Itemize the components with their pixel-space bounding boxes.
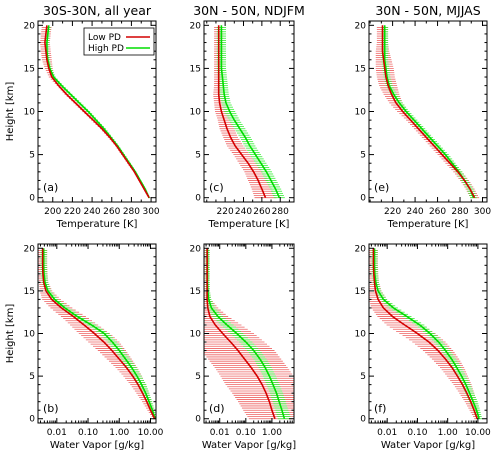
y-tick-label: 5	[195, 151, 201, 161]
panel-letter: (d)	[209, 402, 225, 415]
y-tick-label: 20	[355, 21, 367, 31]
x-tick-label: 240	[235, 207, 252, 217]
x-tick-label: 260	[253, 207, 270, 217]
y-tick-label: 10	[355, 330, 367, 340]
x-tick-label: 240	[83, 207, 100, 217]
y-tick-label: 15	[355, 287, 366, 297]
x-tick-label: 1.00	[262, 428, 282, 438]
y-tick-label: 15	[190, 287, 201, 297]
x-tick-label: 280	[272, 207, 289, 217]
panel-letter: (e)	[374, 181, 389, 194]
y-tick-label: 5	[360, 372, 366, 382]
y-tick-label: 15	[24, 64, 35, 74]
series-line-low-pd	[217, 25, 267, 199]
y-tick-label: 10	[190, 108, 202, 118]
y-tick-label: 20	[24, 21, 36, 31]
y-tick-label: 5	[360, 151, 366, 161]
chart-panel-0: 0 5 10 15 20 200 220 240 260 280 300 Temperature [K…	[5, 3, 160, 230]
x-tick-label: 220	[64, 207, 81, 217]
y-tick-label: 10	[24, 330, 36, 340]
x-tick-label: 280	[123, 207, 140, 217]
chart-panel-4: 0 5 10 15 20 0.01 0.10 1.00 Water Vapor [g/kg] (d…	[190, 243, 296, 451]
chart-panel-1: 0 5 10 15 20 220 240 260 280 Temperature [K] 30N -…	[190, 3, 305, 230]
x-tick-label: 0.01	[47, 428, 67, 438]
x-axis-label: Water Vapor [g/kg]	[50, 440, 144, 451]
series-line-high-pd	[383, 25, 475, 198]
panel-letter: (f)	[374, 402, 386, 415]
series-line-high-pd	[373, 248, 480, 419]
x-tick-label: 0.10	[236, 428, 256, 438]
y-tick-label: 10	[24, 108, 36, 118]
panel-title: 30N - 50N, NDJFM	[193, 3, 305, 18]
x-axis-label: Temperature [K]	[208, 219, 290, 230]
x-tick-label: 300	[142, 207, 159, 217]
y-tick-label: 15	[355, 64, 366, 74]
x-tick-label: 0.01	[210, 428, 230, 438]
x-axis-label: Temperature [K]	[387, 219, 469, 230]
y-tick-label: 20	[190, 244, 202, 254]
x-tick-label: 280	[451, 207, 468, 217]
y-tick-label: 20	[190, 21, 202, 31]
y-tick-label: 0	[195, 415, 201, 425]
x-tick-label: 300	[474, 207, 491, 217]
panel-letter: (b)	[43, 402, 59, 415]
panel-letter: (a)	[43, 181, 58, 194]
series-line-high-pd	[220, 25, 281, 199]
x-tick-label: 260	[103, 207, 120, 217]
y-tick-label: 5	[195, 372, 201, 382]
x-axis-label: Water Vapor [g/kg]	[202, 440, 296, 451]
y-tick-label: 5	[29, 372, 35, 382]
plot-frame	[368, 20, 488, 203]
legend-label: Low PD	[88, 33, 121, 43]
x-axis-label: Water Vapor [g/kg]	[381, 440, 475, 451]
y-tick-label: 0	[360, 194, 366, 204]
x-tick-label: 220	[384, 207, 401, 217]
series-line-low-pd	[206, 248, 276, 419]
x-tick-label: 0.10	[78, 428, 98, 438]
x-tick-label: 0.10	[407, 428, 427, 438]
x-axis-label: Temperature [K]	[56, 219, 138, 230]
y-tick-label: 15	[190, 64, 201, 74]
y-tick-label: 20	[24, 244, 36, 254]
x-tick-label: 1.00	[109, 428, 129, 438]
x-tick-label: 200	[44, 207, 61, 217]
x-tick-label: 260	[429, 207, 446, 217]
series-line-low-pd	[41, 248, 156, 420]
series-line-low-pd	[372, 248, 478, 419]
panel-letter: (c)	[209, 181, 224, 194]
y-axis-label: Height [km]	[5, 82, 16, 142]
legend-label: High PD	[88, 44, 124, 54]
y-tick-label: 10	[190, 330, 202, 340]
y-tick-label: 0	[195, 194, 201, 204]
x-tick-label: 220	[217, 207, 234, 217]
series-line-high-pd	[42, 248, 156, 419]
x-tick-label: 1.00	[438, 428, 458, 438]
x-tick-label: 10.00	[138, 428, 164, 438]
y-tick-label: 0	[29, 415, 35, 425]
y-tick-label: 0	[360, 415, 366, 425]
panel-title: 30N - 50N, MJJAS	[375, 3, 480, 18]
y-tick-label: 20	[355, 244, 367, 254]
series-line-low-pd	[44, 25, 150, 199]
y-tick-label: 5	[29, 151, 35, 161]
y-tick-label: 15	[24, 287, 35, 297]
y-tick-label: 10	[355, 108, 367, 118]
chart-panel-2: 0 5 10 15 20 220 240 260 280 300 Temperature [K] 30…	[355, 3, 492, 230]
y-axis-label: Height [km]	[5, 304, 16, 364]
legend-box	[83, 27, 155, 56]
panel-title: 30S-30N, all year	[43, 3, 152, 18]
chart-panel-5: 0 5 10 15 20 0.01 0.10 1.00 10.00 Water Vapor [g/…	[355, 243, 491, 451]
x-tick-label: 240	[406, 207, 423, 217]
x-tick-label: 10.00	[465, 428, 491, 438]
series-line-low-pd	[381, 25, 476, 199]
chart-panel-3: 0 5 10 15 20 0.01 0.10 1.00 10.00 Water Vapor [g/…	[5, 243, 164, 451]
x-tick-label: 0.01	[377, 428, 397, 438]
y-tick-label: 0	[29, 194, 35, 204]
